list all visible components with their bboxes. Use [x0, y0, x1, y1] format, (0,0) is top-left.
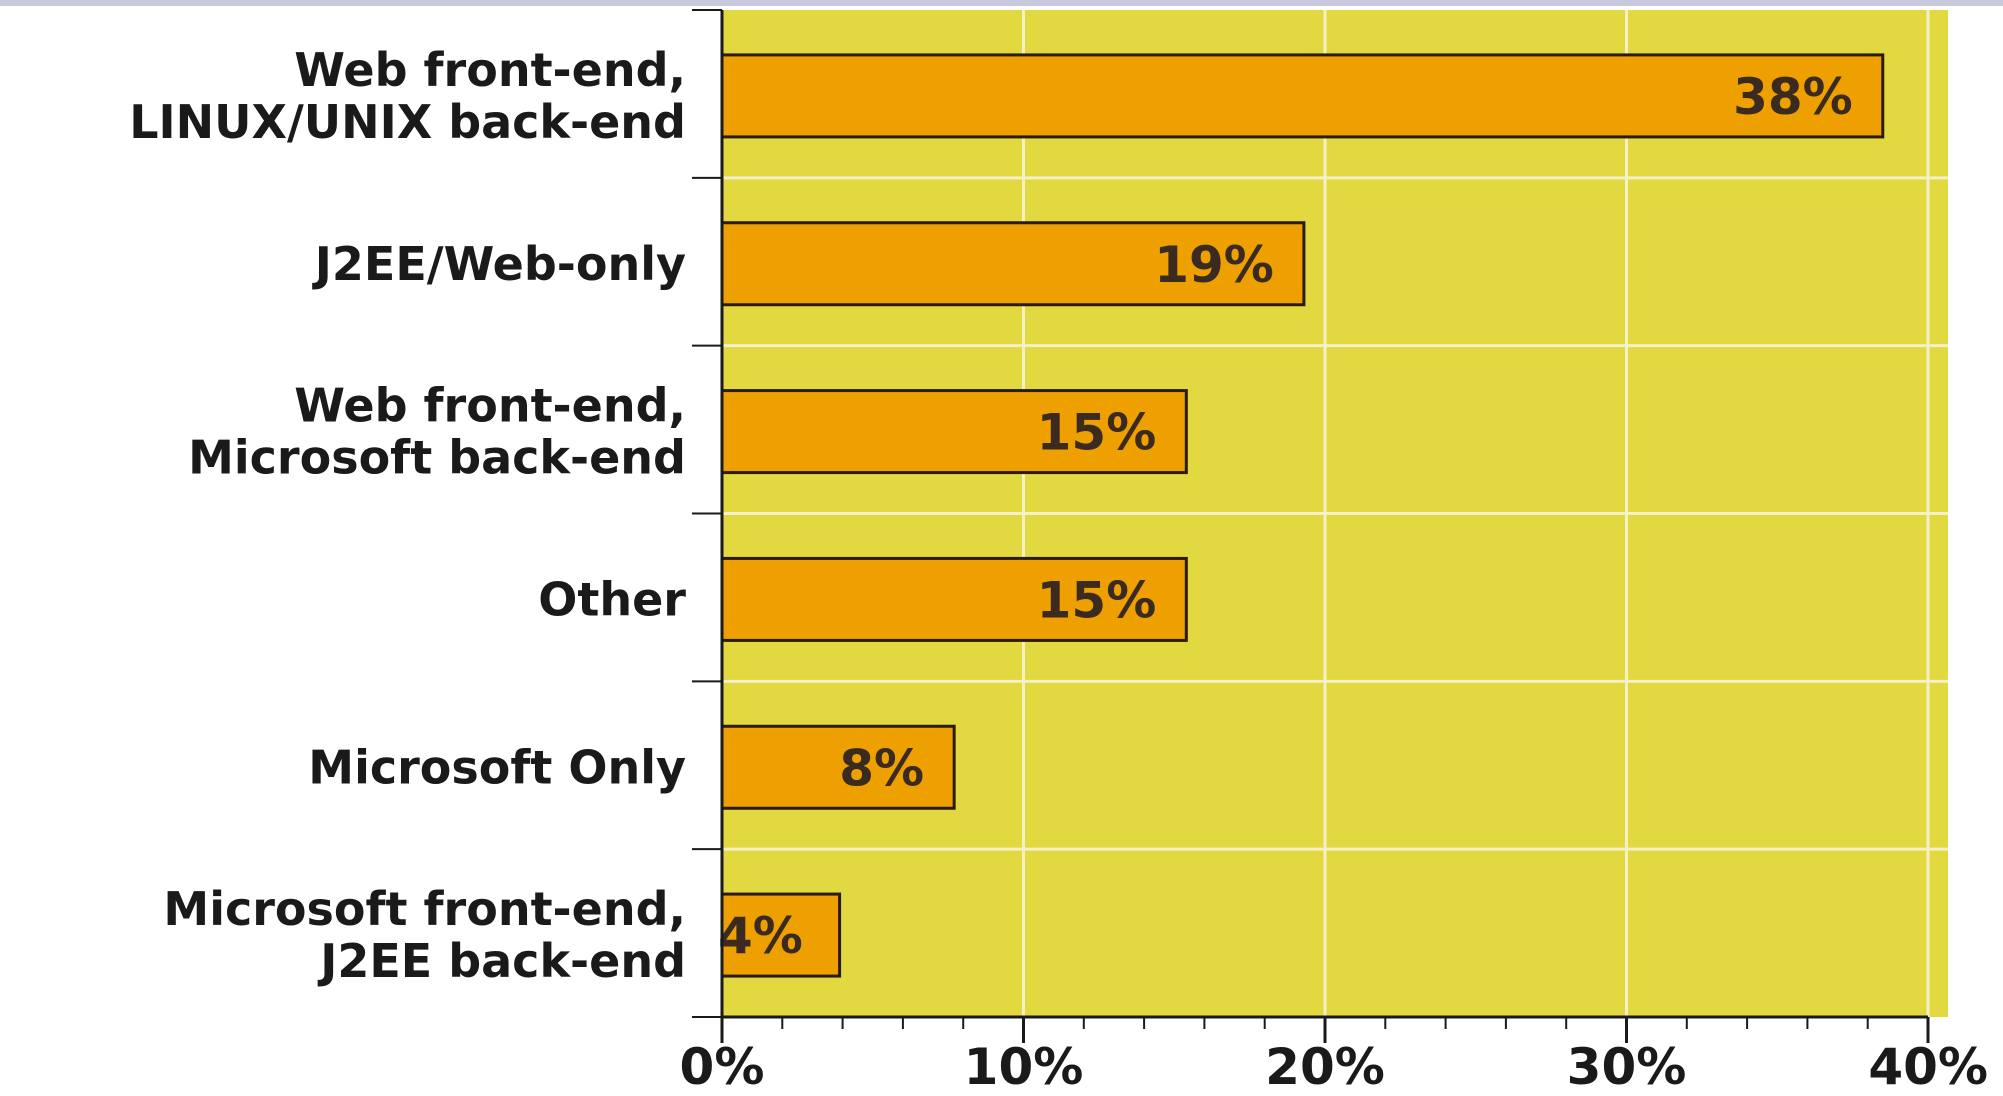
bar-value-label: 8% — [839, 739, 924, 797]
bar-value-label: 4% — [718, 907, 803, 965]
x-tick-label: 30% — [1567, 1038, 1687, 1096]
grid-lines — [722, 10, 1948, 1017]
x-tick-label: 0% — [680, 1038, 765, 1096]
category-label: Web front-end, — [294, 43, 686, 97]
x-tick-label: 40% — [1868, 1038, 1988, 1096]
axes — [692, 9, 1930, 1043]
bar-value-label: 15% — [1037, 404, 1157, 462]
category-labels: Web front-end,LINUX/UNIX back-endJ2EE/We… — [129, 43, 686, 988]
category-label: Microsoft Only — [308, 740, 686, 794]
bar-value-label: 15% — [1037, 571, 1157, 629]
category-label: Microsoft front-end, — [163, 882, 686, 936]
bar-value-label: 38% — [1733, 68, 1853, 126]
category-label: Other — [538, 572, 686, 626]
bar — [720, 53, 1885, 139]
x-tick-label: 20% — [1265, 1038, 1385, 1096]
bar-value-label: 19% — [1154, 236, 1274, 294]
category-label: LINUX/UNIX back-end — [129, 95, 686, 149]
category-label: Microsoft back-end — [188, 431, 686, 485]
category-label: J2EE back-end — [317, 934, 686, 988]
x-tick-label: 10% — [964, 1038, 1084, 1096]
tick-labels: 0% 10% 20% 30% 40% — [680, 1038, 1988, 1096]
category-label: J2EE/Web-only — [312, 237, 686, 291]
top-strip — [0, 0, 2003, 6]
category-label: Web front-end, — [294, 379, 686, 433]
bar — [720, 556, 1188, 642]
